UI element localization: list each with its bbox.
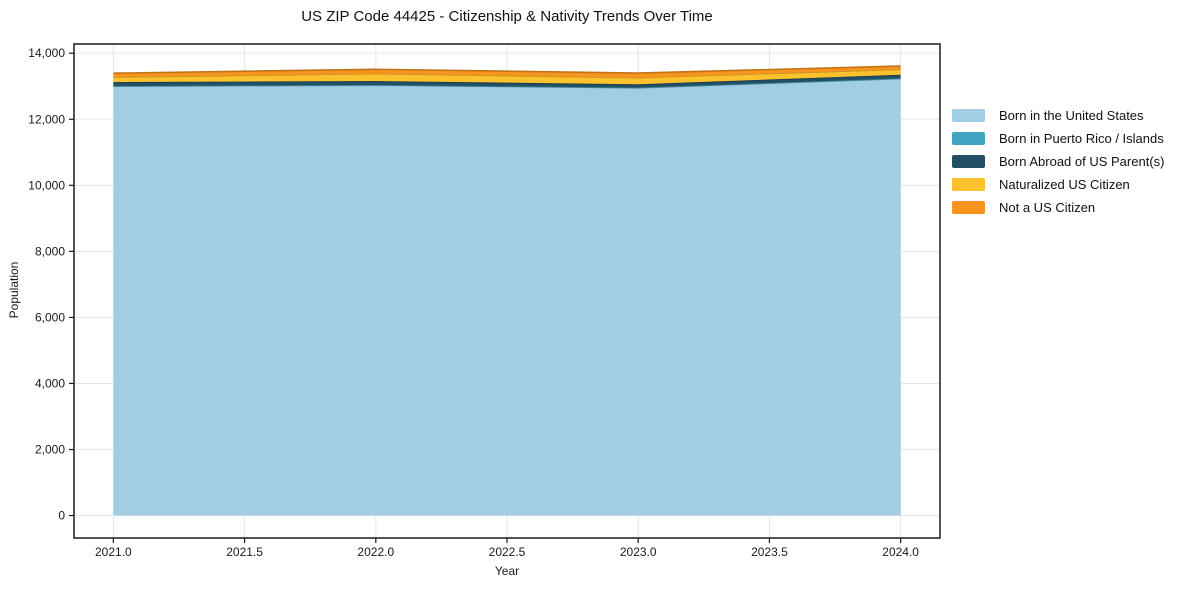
y-tick-label: 8,000	[35, 244, 65, 258]
legend-swatch	[952, 132, 985, 145]
legend-item: Born in Puerto Rico / Islands	[952, 127, 1164, 150]
legend-item: Not a US Citizen	[952, 196, 1164, 219]
y-axis-label: Population	[7, 261, 21, 319]
area-series	[113, 74, 901, 88]
legend: Born in the United States Born in Puerto…	[952, 104, 1164, 219]
legend-item: Naturalized US Citizen	[952, 173, 1164, 196]
y-tick-label: 2,000	[35, 443, 65, 457]
y-tick-label: 10,000	[28, 178, 65, 192]
legend-label: Naturalized US Citizen	[999, 177, 1130, 192]
x-tick-label: 2022.5	[489, 545, 526, 559]
legend-label: Born Abroad of US Parent(s)	[999, 154, 1165, 169]
area-series-edge	[113, 65, 901, 74]
legend-item: Born in the United States	[952, 104, 1164, 127]
x-tick-label: 2022.0	[357, 545, 394, 559]
legend-swatch	[952, 178, 985, 191]
y-tick-label: 4,000	[35, 376, 65, 390]
y-tick-label: 0	[58, 509, 65, 523]
y-tick-label: 6,000	[35, 310, 65, 324]
legend-label: Born in the United States	[999, 108, 1144, 123]
x-tick-label: 2024.0	[882, 545, 919, 559]
legend-swatch	[952, 109, 985, 122]
chart-title: US ZIP Code 44425 - Citizenship & Nativi…	[301, 8, 713, 25]
legend-swatch	[952, 155, 985, 168]
area-series	[113, 78, 901, 516]
legend-label: Born in Puerto Rico / Islands	[999, 131, 1164, 146]
legend-label: Not a US Citizen	[999, 200, 1096, 215]
x-tick-label: 2021.5	[226, 545, 263, 559]
x-tick-label: 2021.0	[95, 545, 132, 559]
x-tick-label: 2023.0	[620, 545, 657, 559]
x-axis-label: Year	[494, 564, 520, 578]
legend-swatch	[952, 201, 985, 214]
area-series	[113, 69, 901, 85]
y-tick-label: 14,000	[28, 46, 65, 60]
x-tick-label: 2023.5	[751, 545, 788, 559]
y-tick-label: 12,000	[28, 112, 65, 126]
legend-item: Born Abroad of US Parent(s)	[952, 150, 1164, 173]
